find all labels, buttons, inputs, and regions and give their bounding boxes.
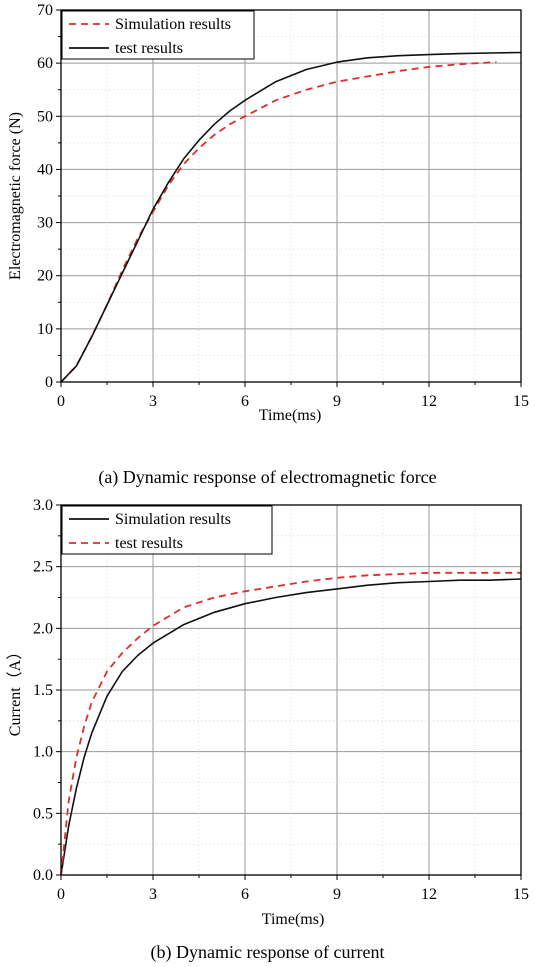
chart-a-svg: 0 3 6 9 12 15 0 10 20 30 40 50 60 70 Time(ms) Electroma… bbox=[7, 2, 529, 424]
series-line-1 bbox=[60, 571, 521, 876]
y-tick-label: 70 bbox=[37, 2, 53, 19]
y-tick-label: 60 bbox=[37, 55, 53, 72]
y-tick-label: 30 bbox=[37, 215, 53, 232]
y-tick-label: 10 bbox=[37, 321, 53, 338]
y-tick-label: 2.5 bbox=[33, 559, 53, 576]
x-tick-label: 0 bbox=[57, 886, 65, 903]
ticks: 0 3 6 9 12 15 0 10 20 30 40 50 60 70 bbox=[37, 2, 529, 410]
legend-box bbox=[61, 505, 273, 555]
grid-lines bbox=[61, 10, 521, 382]
y-tick-label: 50 bbox=[37, 108, 53, 125]
grid-lines bbox=[61, 505, 521, 875]
y-axis-label: Current（A） bbox=[6, 644, 24, 736]
x-axis-label: Time(ms) bbox=[262, 911, 325, 928]
y-tick-label: 0.0 bbox=[33, 867, 53, 884]
x-tick-label: 0 bbox=[57, 393, 65, 410]
x-tick-label: 15 bbox=[513, 886, 529, 903]
y-tick-label: 20 bbox=[37, 268, 53, 285]
legend: Simulation results test results bbox=[61, 505, 273, 555]
legend-label-1: test results bbox=[115, 40, 183, 57]
legend-label-1: test results bbox=[115, 535, 183, 552]
caption-b: (b) Dynamic response of current bbox=[150, 942, 385, 962]
x-tick-label: 3 bbox=[149, 886, 157, 903]
ticks: 0 3 6 9 12 15 0.0 0.5 1.0 1.5 2.0 2.5 3.0 bbox=[33, 497, 529, 903]
chart-current: 0 3 6 9 12 15 0.0 0.5 1.0 1.5 2.0 2.5 3.0 Time(ms) Cur… bbox=[0, 492, 535, 932]
chart-b-svg: 0 3 6 9 12 15 0.0 0.5 1.0 1.5 2.0 2.5 3.0 Time(ms) Cur… bbox=[6, 497, 529, 928]
y-tick-label: 2.0 bbox=[33, 620, 53, 637]
legend-label-0: Simulation results bbox=[115, 16, 231, 33]
y-tick-label: 40 bbox=[37, 161, 53, 178]
x-tick-label: 15 bbox=[513, 393, 529, 410]
x-tick-label: 12 bbox=[421, 886, 437, 903]
caption-a: (a) Dynamic response of electromagnetic … bbox=[98, 467, 437, 487]
y-tick-label: 1.5 bbox=[33, 682, 53, 699]
x-axis-label: Time(ms) bbox=[259, 407, 322, 424]
x-tick-label: 6 bbox=[241, 393, 249, 410]
legend: Simulation results test results bbox=[61, 10, 255, 60]
x-tick-label: 9 bbox=[333, 886, 341, 903]
x-tick-label: 12 bbox=[421, 393, 437, 410]
y-axis-label: Electromagnetic force (N) bbox=[7, 112, 24, 280]
y-tick-label: 3.0 bbox=[33, 497, 53, 514]
x-tick-label: 3 bbox=[149, 393, 157, 410]
y-tick-label: 0.5 bbox=[33, 805, 53, 822]
chart-electromagnetic-force: 0 3 6 9 12 15 0 10 20 30 40 50 60 70 Time(ms) Electroma… bbox=[0, 0, 535, 450]
series-line-0 bbox=[60, 578, 522, 876]
y-tick-label: 1.0 bbox=[33, 744, 53, 761]
y-tick-label: 0 bbox=[45, 374, 53, 391]
x-tick-label: 6 bbox=[241, 886, 249, 903]
x-tick-label: 9 bbox=[333, 393, 341, 410]
legend-label-0: Simulation results bbox=[115, 511, 231, 528]
series-line-0 bbox=[60, 61, 497, 383]
legend-box bbox=[61, 10, 255, 60]
series-line-1 bbox=[60, 51, 522, 383]
